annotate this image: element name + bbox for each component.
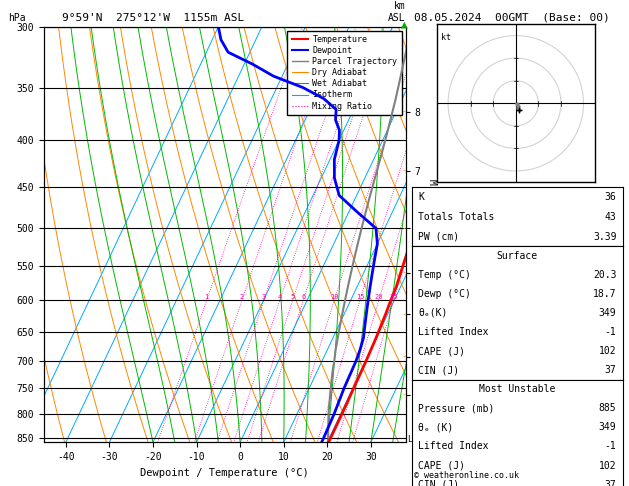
Text: -: - <box>402 352 407 361</box>
Text: -: - <box>402 310 407 319</box>
Text: -: - <box>402 224 407 233</box>
Text: © weatheronline.co.uk: © weatheronline.co.uk <box>414 471 519 480</box>
Text: Dewp (°C): Dewp (°C) <box>418 289 471 299</box>
Text: Most Unstable: Most Unstable <box>479 384 555 394</box>
Text: -: - <box>402 390 407 399</box>
Legend: Temperature, Dewpoint, Parcel Trajectory, Dry Adiabat, Wet Adiabat, Isotherm, Mi: Temperature, Dewpoint, Parcel Trajectory… <box>287 31 401 115</box>
Text: 25: 25 <box>389 294 398 300</box>
Text: K: K <box>418 192 424 202</box>
Text: 102: 102 <box>599 461 616 470</box>
Text: kt: kt <box>442 34 452 42</box>
Text: CAPE (J): CAPE (J) <box>418 346 465 356</box>
Text: Pressure (mb): Pressure (mb) <box>418 403 494 413</box>
Text: Temp (°C): Temp (°C) <box>418 270 471 280</box>
Text: Lifted Index: Lifted Index <box>418 327 489 337</box>
Text: ▲: ▲ <box>401 19 408 30</box>
Text: 36: 36 <box>604 192 616 202</box>
Text: θₑ (K): θₑ (K) <box>418 422 454 433</box>
Text: 102: 102 <box>599 346 616 356</box>
Text: PW (cm): PW (cm) <box>418 231 459 242</box>
Y-axis label: Mixing Ratio (g/kg): Mixing Ratio (g/kg) <box>427 179 437 290</box>
Text: CAPE (J): CAPE (J) <box>418 461 465 470</box>
Text: LCL: LCL <box>407 435 422 445</box>
Text: 1: 1 <box>204 294 209 300</box>
Text: 20: 20 <box>374 294 383 300</box>
Text: -: - <box>402 107 407 116</box>
Text: 3.39: 3.39 <box>593 231 616 242</box>
Text: 885: 885 <box>599 403 616 413</box>
Text: 18.7: 18.7 <box>593 289 616 299</box>
Text: 9°59'N  275°12'W  1155m ASL: 9°59'N 275°12'W 1155m ASL <box>62 13 244 23</box>
Text: 37: 37 <box>604 365 616 375</box>
Text: 2: 2 <box>240 294 244 300</box>
Text: -1: -1 <box>604 441 616 451</box>
Text: 3: 3 <box>262 294 266 300</box>
Text: -: - <box>402 268 407 278</box>
Text: 20.3: 20.3 <box>593 270 616 280</box>
Text: CIN (J): CIN (J) <box>418 365 459 375</box>
Text: 10: 10 <box>330 294 338 300</box>
Text: 349: 349 <box>599 422 616 433</box>
Text: CIN (J): CIN (J) <box>418 480 459 486</box>
Text: Surface: Surface <box>497 251 538 261</box>
Text: hPa: hPa <box>8 13 26 22</box>
Text: 43: 43 <box>604 212 616 222</box>
X-axis label: Dewpoint / Temperature (°C): Dewpoint / Temperature (°C) <box>140 468 309 478</box>
Text: 6: 6 <box>301 294 306 300</box>
Text: -: - <box>402 166 407 175</box>
Text: 37: 37 <box>604 480 616 486</box>
Text: 4: 4 <box>278 294 282 300</box>
Text: Totals Totals: Totals Totals <box>418 212 494 222</box>
Text: θₑ(K): θₑ(K) <box>418 308 448 318</box>
Text: 08.05.2024  00GMT  (Base: 00): 08.05.2024 00GMT (Base: 00) <box>414 12 610 22</box>
Text: 15: 15 <box>356 294 364 300</box>
Text: km
ASL: km ASL <box>388 1 406 22</box>
Text: -1: -1 <box>604 327 616 337</box>
Text: Lifted Index: Lifted Index <box>418 441 489 451</box>
Text: 5: 5 <box>291 294 295 300</box>
Text: 349: 349 <box>599 308 616 318</box>
